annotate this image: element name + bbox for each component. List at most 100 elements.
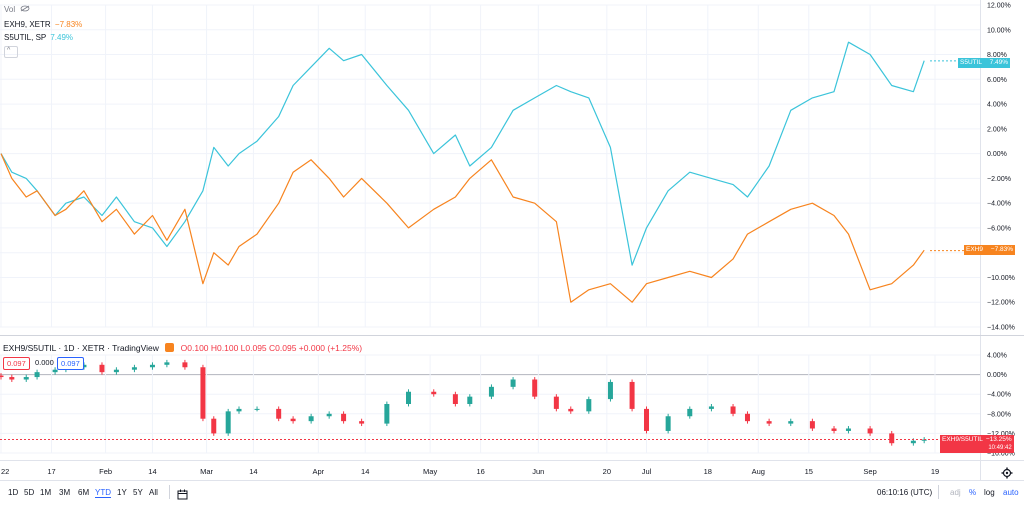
candle-body	[182, 362, 188, 368]
legend-exh9[interactable]: EXH9, XETR −7.83%	[4, 20, 82, 30]
candle-body	[730, 406, 736, 414]
x-tick-label: Jul	[642, 467, 652, 476]
candle-body	[405, 391, 411, 404]
candle-body	[149, 364, 155, 368]
y-tick-label: −2.00%	[987, 176, 1011, 183]
x-tick-label: Jun	[532, 467, 544, 476]
upper-grid	[0, 4, 980, 328]
x-tick-label: Apr	[313, 467, 325, 476]
gear-icon[interactable]	[1001, 466, 1013, 479]
log-toggle[interactable]: log	[984, 488, 995, 497]
y-tick-label: −12.00%	[987, 300, 1015, 307]
sell-price-box[interactable]: 0.097	[3, 357, 30, 370]
percent-toggle[interactable]: %	[969, 488, 977, 497]
range-button-all[interactable]: All	[149, 488, 158, 497]
x-axis: 22 17 Feb 14 Mar 14 Apr 14 May 16 Jun 20 Jul 18 Aug 15 S…	[1, 467, 939, 476]
candle-body	[290, 418, 296, 422]
candle-body	[687, 408, 693, 417]
range-button-6m[interactable]: 6M	[78, 488, 90, 497]
range-button-1y[interactable]: 1Y	[117, 488, 127, 497]
candle-body	[510, 379, 516, 387]
candle-body	[744, 413, 750, 422]
y-tick-label: −6.00%	[987, 225, 1011, 232]
x-tick-label: Sep	[863, 467, 876, 476]
date-range-icon[interactable]	[177, 487, 188, 500]
candle-body	[845, 428, 851, 431]
candle-body	[113, 369, 119, 373]
range-button-1m[interactable]: 1M	[40, 488, 52, 497]
lower-grid	[0, 354, 980, 454]
y-tick-label: −8.00%	[987, 411, 1011, 418]
candle-body	[788, 421, 794, 424]
buy-price-box[interactable]: 0.097	[57, 357, 84, 370]
legend-s5util[interactable]: S5UTIL, SP 7.49%	[4, 33, 73, 43]
chevron-up-icon: ^	[7, 47, 11, 54]
auto-toggle[interactable]: auto	[1003, 488, 1019, 497]
candle-body	[9, 377, 15, 380]
y-tick-label: −10.00%	[987, 275, 1015, 282]
x-tick-label: 20	[603, 467, 611, 476]
s5util-price-value: 7.49%	[989, 59, 1009, 66]
upper-y-axis: 12.00% 10.00% 8.00% 6.00% 4.00% 2.00% 0.00% −2.…	[987, 3, 1015, 332]
collapse-legend-button[interactable]: ^	[4, 46, 18, 58]
x-tick-label: 14	[249, 467, 257, 476]
candle-body	[665, 416, 671, 431]
candle-body	[607, 381, 613, 400]
x-tick-label: Feb	[99, 467, 112, 476]
y-tick-label: 0.00%	[987, 372, 1007, 379]
candle-body	[467, 396, 473, 404]
y-tick-label: −16.00%	[987, 451, 1015, 458]
candle-body	[910, 440, 916, 444]
candle-body	[81, 364, 87, 368]
x-tick-label: 16	[476, 467, 484, 476]
candle-body	[831, 428, 837, 431]
candle-body	[431, 391, 437, 395]
candle-body	[34, 372, 40, 378]
utc-clock[interactable]: 06:10:16 (UTC)	[877, 488, 933, 497]
candle-body	[629, 381, 635, 409]
range-button-5d[interactable]: 5D	[24, 488, 35, 497]
candle-body	[99, 364, 105, 373]
candle-body	[553, 396, 559, 409]
ohlc-values: O0.100 H0.100 L0.095 C0.095 +0.000 (+1.2…	[180, 343, 363, 353]
range-button-5y[interactable]: 5Y	[133, 488, 143, 497]
legend-exh9-value: −7.83%	[54, 20, 83, 29]
legend-exh9-name: EXH9, XETR	[4, 20, 51, 29]
y-tick-label: 12.00%	[987, 3, 1011, 10]
candle-body	[766, 421, 772, 424]
candle-body	[488, 386, 494, 397]
y-tick-label: −12.00%	[987, 431, 1015, 438]
lower-pane-title: EXH9/S5UTIL · 1D · XETR · TradingView	[3, 343, 159, 353]
y-tick-label: −14.00%	[987, 325, 1015, 332]
range-button-ytd[interactable]: YTD	[95, 488, 111, 498]
candle-body	[867, 428, 873, 434]
range-button-1d[interactable]: 1D	[8, 488, 19, 497]
eye-off-icon[interactable]	[20, 5, 30, 15]
orange-marker-icon[interactable]	[165, 343, 175, 352]
x-tick-label: Mar	[200, 467, 213, 476]
candle-body	[131, 367, 137, 370]
vol-label: Vol	[4, 5, 16, 14]
exh9-price-label: EXH9 −7.83%	[964, 245, 1016, 255]
lower-pane-header[interactable]: EXH9/S5UTIL · 1D · XETR · TradingView O0…	[3, 343, 362, 353]
adj-toggle[interactable]: adj	[950, 488, 961, 497]
candle-body	[889, 433, 895, 444]
x-tick-label: May	[423, 467, 437, 476]
vol-legend[interactable]: Vol	[4, 5, 30, 15]
x-tick-label: 17	[47, 467, 55, 476]
x-tick-label: 14	[361, 467, 369, 476]
candle-body	[276, 408, 282, 419]
y-tick-label: 6.00%	[987, 77, 1007, 84]
y-tick-label: 0.00%	[987, 151, 1007, 158]
y-tick-label: 10.00%	[987, 27, 1011, 34]
upper-series-lines	[0, 41, 980, 303]
range-button-3m[interactable]: 3M	[59, 488, 71, 497]
y-tick-label: 4.00%	[987, 353, 1007, 360]
ratio-price-name: EXH9/S5UTIL	[942, 436, 983, 443]
series-line-exh9	[0, 153, 925, 303]
exh9-price-name: EXH9	[966, 246, 983, 253]
candle-body	[809, 421, 815, 429]
x-tick-label: 14	[148, 467, 156, 476]
ratio-price-value: −13.25%	[985, 436, 1012, 443]
